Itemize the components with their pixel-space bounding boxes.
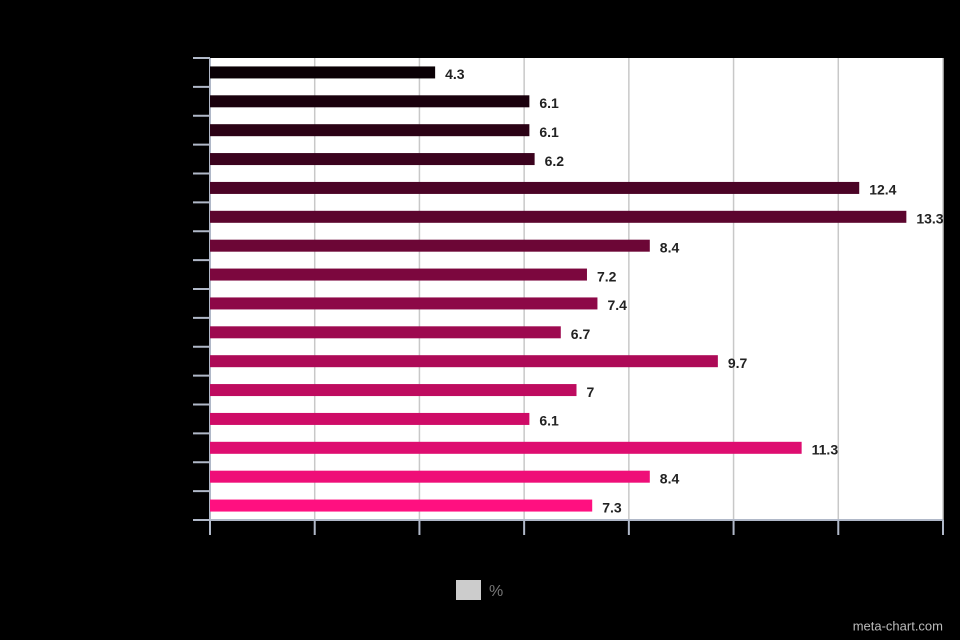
value-label: 8.4 [660,239,680,255]
x-tick-label: 6 [521,539,528,554]
legend-label: % [489,583,503,600]
bar [210,470,650,483]
x-tick-label: 10 [726,539,740,554]
value-label: 8.4 [660,470,680,486]
x-tick-label: 2 [311,539,318,554]
bar [210,124,530,137]
watermark: meta-chart.com [853,618,943,633]
value-label: 6.7 [571,326,591,342]
bar [210,239,650,252]
bar [210,268,587,281]
value-label: 7.2 [597,268,617,284]
bar [210,412,530,425]
value-label: 6.1 [539,413,559,429]
value-label: 7 [587,384,595,400]
value-label: 11.3 [812,442,839,458]
bar [210,355,718,368]
value-label: 7.4 [607,297,627,313]
bar [210,66,436,79]
bar [210,384,577,397]
bar [210,499,593,512]
value-label: 6.1 [539,95,559,111]
value-label: 6.2 [545,153,565,169]
legend-swatch [456,580,481,600]
x-tick-label: 4 [416,539,423,554]
value-label: 9.7 [728,355,748,371]
x-tick-label: 12 [831,539,845,554]
x-tick-label: 14 [936,539,950,554]
x-tick-label: 0 [206,539,213,554]
value-label: 12.4 [869,182,896,198]
bar [210,153,535,166]
value-label: 13.3 [916,211,943,227]
bar [210,181,860,194]
bar [210,297,598,310]
value-label: 4.3 [445,66,465,82]
value-label: 7.3 [602,499,622,515]
x-tick-label: 8 [625,539,632,554]
value-label: 6.1 [539,124,559,140]
bar [210,441,802,454]
bar [210,210,907,223]
bar [210,326,561,339]
bar [210,95,530,108]
